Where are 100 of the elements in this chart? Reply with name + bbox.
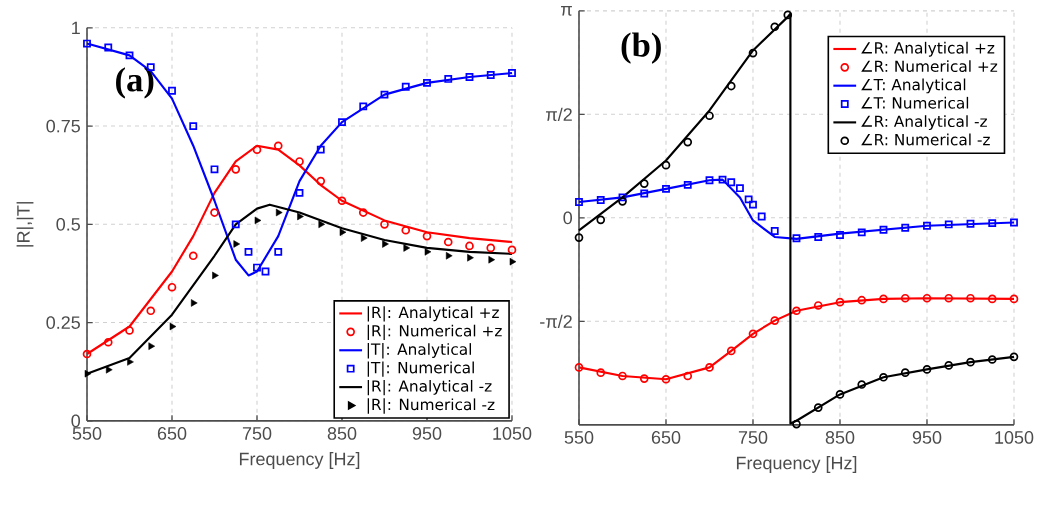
point [84,370,92,378]
point [835,390,845,399]
point [233,240,241,248]
point [792,234,801,243]
point [618,371,627,381]
legend-label: |R|: Numerical +z [367,324,502,341]
point [792,306,801,316]
point [273,141,283,151]
point [83,39,91,48]
point [770,316,780,326]
point [705,363,714,372]
point [683,137,693,147]
point [148,342,156,350]
point [662,184,670,193]
point [382,240,389,248]
point [125,51,134,60]
point [879,294,888,304]
y-tick-label: 0.75 [46,119,80,133]
x-tick-label: 1050 [995,431,1034,444]
point [338,118,346,127]
x-tick-label: 950 [912,431,942,444]
point [125,326,134,335]
point [639,179,649,188]
point [443,237,453,247]
point [879,373,888,382]
y-tick-label: 0 [71,414,81,428]
legend-label: |R|: Analytical -z [367,379,492,396]
x-tick-label: 550 [72,427,102,440]
point [252,145,262,155]
point [401,82,410,91]
y-tick-label: 0 [563,211,573,225]
x-tick-label: 750 [242,427,272,440]
point [836,231,844,239]
point [857,380,867,389]
point [403,244,411,252]
point [900,368,910,378]
point [705,111,714,121]
point [770,22,780,32]
point [212,271,219,280]
point [105,366,113,374]
point [813,403,823,413]
legend-label: |T|: Analytical [367,343,471,359]
point [467,254,474,262]
x-tick-label: 650 [651,431,681,444]
point [424,248,432,256]
point [104,43,113,52]
annotation: (b) [621,32,661,64]
point [757,212,766,221]
point [254,216,262,225]
point [944,361,954,370]
point [488,256,496,264]
point [444,75,453,83]
point [736,184,744,193]
point [337,196,347,206]
point [274,247,283,256]
point [380,220,389,229]
x-tick-label: 750 [738,431,768,444]
point [358,208,368,217]
point [103,337,113,347]
point [922,365,932,374]
point [792,419,801,429]
annotation: (a) [116,67,154,99]
point [168,86,176,95]
point [744,195,753,204]
point [718,175,727,184]
point [618,193,627,202]
legend-label: ∠R: Analytical +z [861,41,995,57]
point [188,251,198,261]
y-tick-label: 1 [72,21,80,35]
point [966,219,975,228]
point [509,258,517,266]
y-tick-label: 0.25 [46,316,80,330]
point [783,10,793,20]
legend-label: |R|: Analytical +z [367,306,499,322]
point [879,225,888,234]
point [486,243,496,253]
y-tick-label: -π/2 [540,314,572,329]
point [423,79,431,87]
point [261,267,270,276]
point [190,299,198,307]
point [748,48,758,58]
point [465,73,474,81]
point [748,329,758,339]
point [210,208,219,217]
point [167,282,177,292]
point [316,145,325,154]
point [988,219,997,228]
x-tick-label: 650 [157,427,187,440]
x-tick-label: 550 [564,431,594,444]
point [813,301,823,310]
point [359,102,368,111]
x-tick-label: 850 [327,427,357,440]
point [507,245,517,255]
point [231,220,240,229]
point [244,247,253,256]
x-axis-title: Frequency [Hz] [239,452,360,469]
point [749,200,757,209]
point [575,198,583,207]
y-tick-label: 0.5 [56,218,80,231]
point [640,189,649,198]
